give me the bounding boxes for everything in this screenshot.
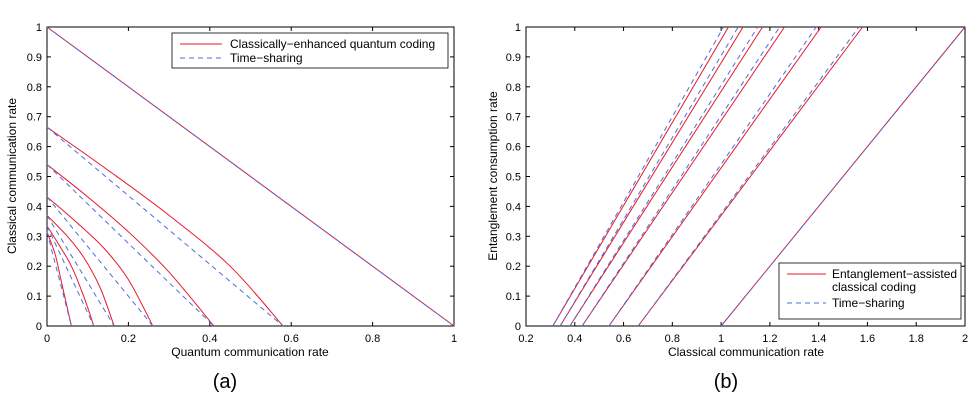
- y-tick-label: 0.6: [27, 142, 42, 154]
- y-tick-label: 0.9: [27, 52, 42, 64]
- y-tick-label: 0.8: [506, 82, 521, 94]
- time-sharing-line: [608, 26, 817, 327]
- chart-panel-a: 0 0.2 0.4 0.6 0.8 1 0 0.1 0.2 0.3 0.4 0.5 0.6 0.7 0.8…: [5, 22, 457, 393]
- y-tick-label: 0.1: [27, 291, 42, 303]
- time-sharing-line: [637, 26, 860, 327]
- coding-line: [46, 225, 95, 327]
- y-tick-label: 0.9: [506, 52, 521, 64]
- legend-label-line: Entanglement−assisted: [832, 267, 957, 281]
- y-tick-label: 0.4: [506, 201, 521, 213]
- time-sharing-line: [720, 26, 966, 327]
- y-tick-label: 0.7: [506, 112, 521, 124]
- x-tick-label: 1.6: [860, 333, 875, 345]
- time-sharing-line: [581, 26, 781, 327]
- y-tick-label: 0.7: [27, 112, 42, 124]
- time-sharing-line: [569, 26, 759, 327]
- x-tick-label: 1: [451, 333, 457, 345]
- time-sharing-line: [46, 164, 215, 327]
- x-axis-ticks-b: 0.2 0.4 0.6 0.8 1 1.2 1.4 1.6 1.8 2: [518, 27, 968, 345]
- legend-label-solid-a: Classically−enhanced quantum coding: [230, 37, 435, 51]
- coding-line: [46, 196, 154, 327]
- x-tick-label: 0.4: [567, 333, 582, 345]
- y-tick-label: 0.3: [27, 231, 42, 243]
- x-axis-label-a: Quantum communication rate: [171, 345, 329, 359]
- y-tick-label: 0.6: [506, 142, 521, 154]
- time-sharing-line: [559, 26, 739, 327]
- x-tick-label: 0.2: [121, 333, 136, 345]
- legend-label-dashed-a: Time−sharing: [230, 51, 303, 65]
- y-tick-label: 0.4: [27, 201, 42, 213]
- y-axis-ticks-b: 0 0.1 0.2 0.3 0.4 0.5 0.6 0.7 0.8 0.9 1: [506, 22, 965, 333]
- x-tick-label: 1: [718, 333, 724, 345]
- coding-line: [46, 215, 115, 327]
- y-axis-label-b: Entanglement consumption rate: [486, 91, 500, 261]
- y-tick-label: 0.2: [27, 261, 42, 273]
- y-axis-ticks-a: 0 0.1 0.2 0.3 0.4 0.5 0.6 0.7 0.8 0.9 1: [27, 22, 454, 333]
- x-tick-label: 0.6: [284, 333, 299, 345]
- legend-b: Entanglement−assisted classical coding Ti…: [778, 262, 962, 320]
- coding-line: [569, 26, 763, 327]
- x-tick-label: 0.8: [365, 333, 380, 345]
- series-lines-b: [552, 26, 966, 327]
- time-sharing-line: [46, 215, 115, 327]
- x-tick-label: 0.6: [616, 333, 631, 345]
- y-tick-label: 0: [36, 321, 42, 333]
- y-tick-label: 0.1: [506, 291, 521, 303]
- coding-line: [581, 26, 785, 327]
- x-tick-label: 0: [44, 333, 50, 345]
- x-tick-label: 0.2: [518, 333, 533, 345]
- caption-b: (b): [714, 371, 738, 393]
- legend-box-a: [171, 32, 449, 69]
- x-axis-ticks-a: 0 0.2 0.4 0.6 0.8 1: [44, 27, 457, 345]
- x-tick-label: 1.8: [909, 333, 924, 345]
- y-tick-label: 0.2: [506, 261, 521, 273]
- y-tick-label: 0.3: [506, 231, 521, 243]
- coding-line: [46, 126, 284, 327]
- legend-label-solid-b: Entanglement−assisted classical coding: [832, 267, 957, 294]
- legend-label-dashed-b: Time−sharing: [832, 296, 905, 310]
- x-tick-label: 0.8: [665, 333, 680, 345]
- time-sharing-line: [46, 225, 95, 327]
- time-sharing-line: [46, 126, 284, 327]
- legend-a: Classically−enhanced quantum coding Time…: [171, 32, 449, 69]
- coding-line: [46, 164, 215, 327]
- y-tick-label: 1: [36, 22, 42, 34]
- x-tick-label: 2: [962, 333, 968, 345]
- coding-line: [552, 26, 729, 327]
- time-sharing-line: [46, 231, 72, 327]
- coding-line: [637, 26, 863, 327]
- series-lines-a: [46, 26, 455, 327]
- x-tick-label: 1.2: [762, 333, 777, 345]
- legend-label-line: classical coding: [832, 280, 916, 294]
- y-tick-label: 0.8: [27, 82, 42, 94]
- time-sharing-line: [46, 196, 154, 327]
- coding-line: [608, 26, 822, 327]
- y-tick-label: 0.5: [27, 172, 42, 184]
- caption-a: (a): [213, 371, 237, 393]
- time-sharing-line: [552, 26, 724, 327]
- y-tick-label: 0.5: [506, 172, 521, 184]
- x-tick-label: 0.4: [202, 333, 217, 345]
- chart-panel-b: 0.2 0.4 0.6 0.8 1 1.2 1.4 1.6 1.8 2 0 0.1 0.2 0.3 0.4…: [486, 22, 968, 393]
- x-tick-label: 1.4: [811, 333, 826, 345]
- coding-line: [559, 26, 744, 327]
- y-tick-label: 1: [515, 22, 521, 34]
- y-tick-label: 0: [515, 321, 521, 333]
- x-axis-label-b: Classical communication rate: [668, 345, 824, 359]
- legend-box-b: [778, 262, 962, 320]
- y-axis-label-a: Classical communication rate: [5, 98, 19, 254]
- time-sharing-line: [46, 26, 455, 327]
